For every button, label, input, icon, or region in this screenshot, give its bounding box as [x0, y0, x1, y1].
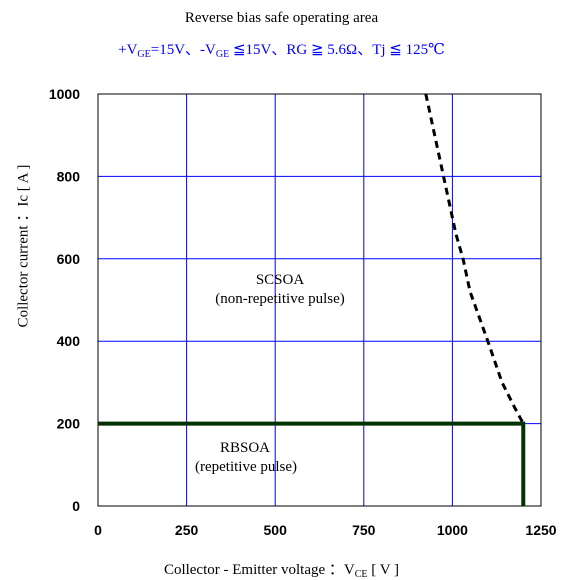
subtitle-vge-neg-sub: GE: [215, 49, 230, 60]
y-tick-label: 200: [57, 416, 81, 432]
chart-title: Reverse bias safe operating area: [184, 10, 379, 26]
chart-subtitle: +VGE=15V、-VGE ≦15V、RG ≧ 5.6Ω、Tj ≦ 125℃: [0, 38, 563, 60]
x-axis-label-sub: CE: [354, 569, 368, 580]
y-axis-label: Collector current ：Ic [ A ]: [15, 164, 32, 328]
y-tick-label: 400: [57, 333, 81, 349]
x-axis-label-prefix: Collector - Emitter voltage ：V: [163, 562, 355, 578]
annotation-rbsoa-label: RBSOA: [219, 440, 271, 456]
annotation-scsoa: SCSOA (non-repetitive pulse): [200, 272, 360, 308]
x-axis-label: Collector - Emitter voltage ：VCE [ V ]: [0, 558, 563, 580]
y-tick-label: 600: [57, 251, 81, 267]
annotation-scsoa-label: SCSOA: [255, 272, 305, 288]
subtitle-vge-rest: =15V、-V: [150, 42, 216, 58]
x-tick-label: 250: [175, 522, 199, 538]
x-axis-label-suffix: [ V ]: [367, 562, 400, 578]
subtitle-rest: ≦15V、RG ≧ 5.6Ω、Tj ≦ 125℃: [229, 42, 445, 58]
annotation-rbsoa-desc: (repetitive pulse): [195, 459, 298, 475]
x-tick-labels: 0 250 500 750 1000 1250: [94, 522, 557, 538]
series-rbsoa-line: [98, 421, 526, 506]
y-tick-label: 1000: [49, 86, 80, 102]
series-scsoa-line: [424, 93, 525, 425]
y-tick-label: 0: [72, 498, 80, 514]
x-tick-label: 500: [264, 522, 288, 538]
annotation-rbsoa: RBSOA (repetitive pulse): [195, 440, 298, 476]
annotation-scsoa-desc: (non-repetitive pulse): [215, 291, 345, 307]
series-layer: [98, 93, 526, 506]
x-tick-label: 1000: [437, 522, 468, 538]
plot-frame: [97, 93, 542, 507]
y-tick-label: 800: [57, 168, 81, 184]
subtitle-vge-prefix: +V: [118, 42, 138, 58]
x-tick-label: 0: [94, 522, 102, 538]
x-tick-label: 1250: [525, 522, 556, 538]
subtitle-vge-sub: GE: [137, 49, 151, 60]
x-tick-label: 750: [352, 522, 376, 538]
y-tick-labels: 0 200 400 600 800 1000: [49, 86, 80, 514]
